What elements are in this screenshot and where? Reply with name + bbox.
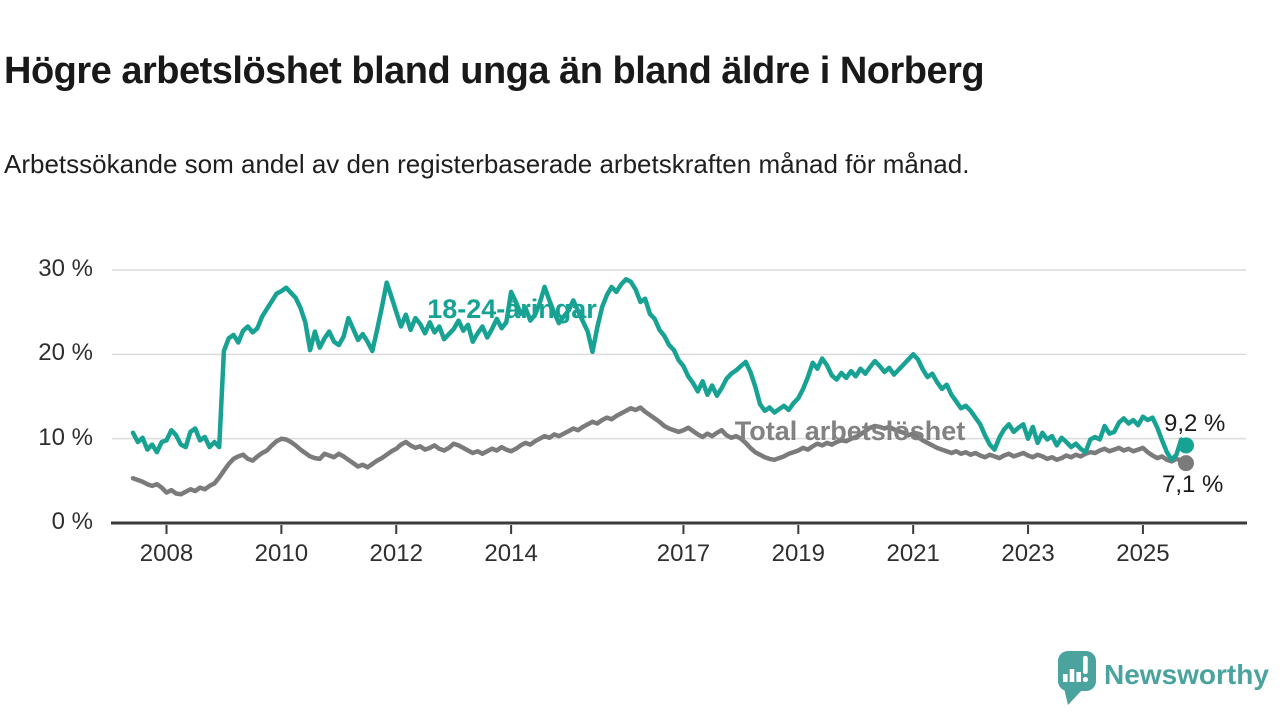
x-tick-label-2019: 2019 (771, 540, 825, 567)
y-tick-label-0: 0 % (51, 508, 93, 535)
chart-plot-area: Total arbetslöshet 18-24-åringar (111, 269, 1247, 534)
x-tick-label-2008: 2008 (139, 540, 194, 567)
series-label-18-24-aringar: 18-24-åringar (427, 294, 597, 324)
series-label-total-arbetsloshet: Total arbetslöshet (735, 416, 966, 446)
page-title: Högre arbetslöshet bland unga än bland ä… (4, 50, 985, 93)
y-tick-label-20: 20 % (38, 339, 93, 367)
newsworthy-wordmark: Newsworthy (1104, 659, 1269, 690)
series-total-line (130, 405, 1194, 497)
x-tick-label-2023: 2023 (1001, 540, 1055, 567)
x-axis (111, 521, 1247, 534)
newsworthy-logo-icon (1058, 651, 1096, 705)
y-tick-label-30: 30 % (38, 255, 93, 282)
x-tick-label-2017: 2017 (656, 540, 711, 567)
newsworthy-logo: Newsworthy (1054, 648, 1280, 710)
gridlines (112, 269, 1246, 440)
y-tick-label-10: 10 % (38, 423, 93, 451)
x-tick-label-2010: 2010 (254, 540, 309, 567)
series-young-line (130, 277, 1194, 463)
end-value-label-total: 7,1 % (1162, 471, 1224, 498)
x-tick-label-2025: 2025 (1116, 540, 1170, 567)
line-chart: Total arbetslöshet 18-24-åringar 30 % 20… (0, 240, 1280, 580)
x-tick-label-2014: 2014 (484, 540, 538, 567)
chart-subtitle: Arbetssökande som andel av den registerb… (4, 149, 970, 179)
x-tick-label-2012: 2012 (369, 540, 423, 567)
x-tick-label-2021: 2021 (886, 540, 940, 567)
speech-bubble-tail (1063, 684, 1082, 705)
end-value-label-young: 9,2 % (1164, 410, 1226, 437)
